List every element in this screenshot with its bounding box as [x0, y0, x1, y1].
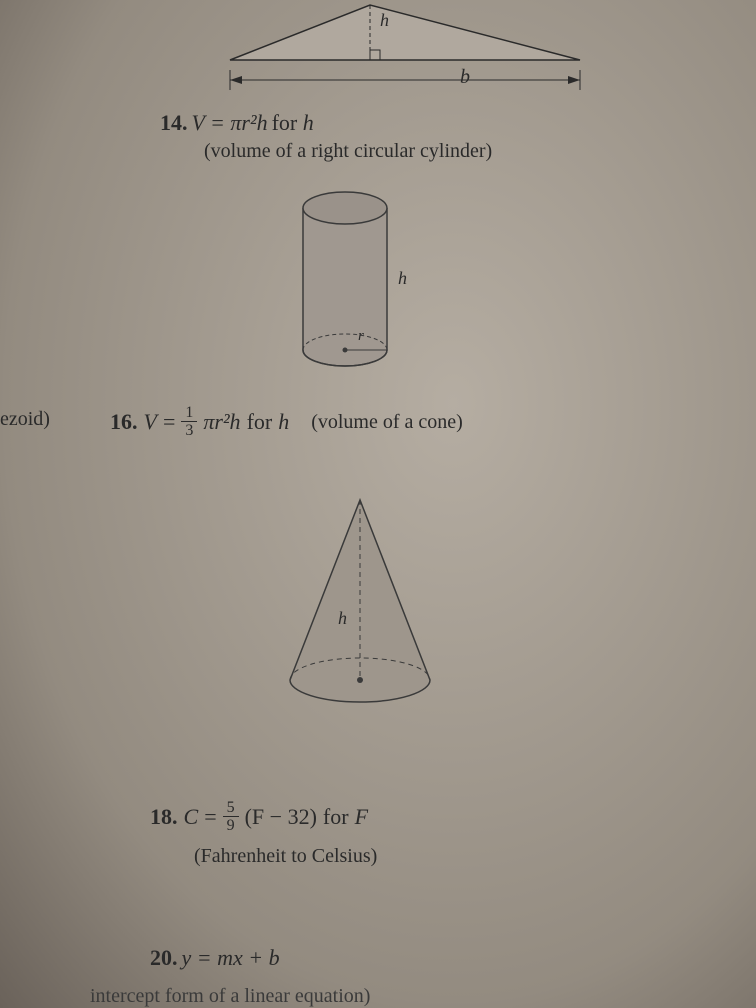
- triangle-shape: [230, 5, 580, 60]
- problem-16-line: 16. V = 1 3 πr²h for h (volume of a cone…: [0, 405, 700, 440]
- p16-eq: =: [163, 409, 175, 435]
- p16-fraction: 1 3: [181, 405, 197, 440]
- triangle-svg: [200, 0, 620, 100]
- problem-16-description: (volume of a cone): [311, 411, 463, 434]
- bottom-cutoff-text: intercept form of a linear equation): [90, 985, 370, 1008]
- cylinder-svg: [290, 180, 430, 380]
- p18-lhs: C: [184, 804, 199, 830]
- arrow-right: [568, 76, 580, 84]
- cone-center-dot: [357, 677, 363, 683]
- p16-frac-top: 1: [181, 405, 197, 422]
- p18-solve-for: F: [355, 804, 368, 830]
- problem-16: 16. V = 1 3 πr²h for h (volume of a cone…: [0, 405, 700, 440]
- problem-14: 14. V = πr²h for h (volume of a right ci…: [160, 110, 680, 163]
- problem-20: 20. y = mx + b: [150, 945, 650, 971]
- cone-h-label: h: [338, 608, 347, 629]
- p14-for: for: [272, 110, 303, 135]
- problem-18-number: 18.: [150, 804, 178, 830]
- p14-rhs: πr²h: [230, 110, 267, 135]
- p14-solve-for: h: [303, 110, 314, 136]
- p16-rhs: πr²h: [203, 409, 240, 435]
- p18-fraction: 5 9: [223, 800, 239, 835]
- p18-for: for: [323, 804, 349, 830]
- cylinder-body: [303, 208, 387, 350]
- triangle-h-label: h: [380, 10, 389, 31]
- p18-frac-top: 5: [223, 800, 239, 817]
- cylinder-h-label: h: [398, 268, 407, 289]
- problem-20-number: 20.: [150, 945, 178, 970]
- p18-rhs: (F − 32): [245, 804, 317, 830]
- problem-20-formula: y = mx + b: [182, 945, 280, 971]
- p16-for: for: [247, 409, 273, 435]
- p18-eq: =: [204, 804, 216, 830]
- problem-14-description: (volume of a right circular cylinder): [204, 140, 680, 163]
- triangle-figure: h b: [200, 0, 620, 100]
- p16-frac-bot: 3: [181, 422, 197, 440]
- p20-eq: =: [191, 945, 217, 970]
- problem-18-description: (Fahrenheit to Celsius): [194, 845, 650, 868]
- p20-lhs: y: [182, 945, 192, 970]
- problem-14-number: 14.: [160, 110, 188, 135]
- cylinder-figure: h r: [290, 180, 430, 380]
- cone-svg: [250, 480, 470, 720]
- p16-solve-for: h: [278, 409, 289, 435]
- center-dot: [343, 348, 348, 353]
- problem-16-number: 16.: [110, 409, 138, 435]
- p16-lhs: V: [144, 409, 157, 435]
- problem-18: 18. C = 5 9 (F − 32) for F (Fahrenheit t…: [150, 800, 650, 868]
- p20-rhs: mx + b: [217, 945, 280, 970]
- cylinder-top: [303, 192, 387, 224]
- problem-20-line: 20. y = mx + b: [150, 945, 650, 971]
- arrow-left: [230, 76, 242, 84]
- cylinder-r-label: r: [358, 328, 364, 345]
- triangle-b-label: b: [460, 66, 470, 89]
- p14-lhs: V: [192, 110, 205, 135]
- problem-18-line: 18. C = 5 9 (F − 32) for F: [150, 800, 650, 835]
- problem-14-line: 14. V = πr²h for h: [160, 110, 680, 136]
- p14-eq: =: [205, 110, 231, 135]
- cone-figure: h: [250, 480, 470, 720]
- problem-14-formula: V = πr²h: [192, 110, 268, 136]
- p18-frac-bot: 9: [223, 817, 239, 835]
